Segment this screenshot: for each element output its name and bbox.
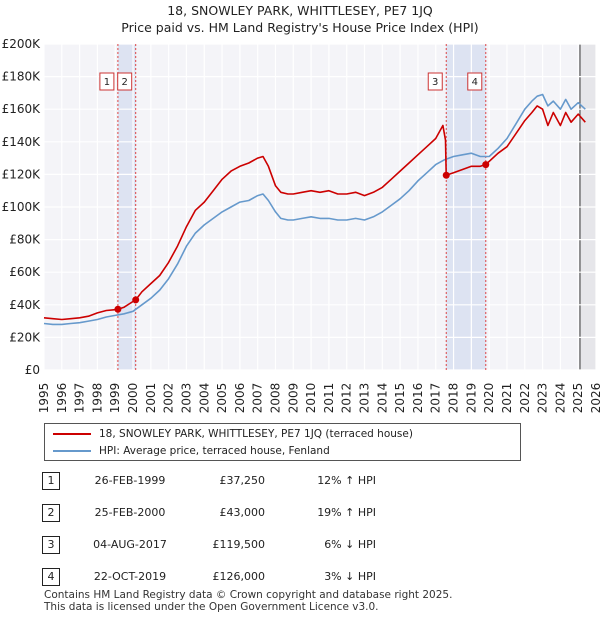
x-tick-label: 2024 xyxy=(553,383,567,414)
x-tick-label: 2000 xyxy=(126,383,140,414)
legend: 18, SNOWLEY PARK, WHITTLESEY, PE7 1JQ (t… xyxy=(44,423,521,461)
event-label-frame xyxy=(427,72,443,91)
sale-hpi-diff: 3% ↓ HPI xyxy=(324,570,376,583)
x-tick-label: 2019 xyxy=(464,383,478,414)
sale-date: 25-FEB-2000 xyxy=(94,506,166,519)
x-tick-label: 2002 xyxy=(162,383,176,414)
event-label-box: 3 xyxy=(427,72,443,91)
y-tick-label: £80K xyxy=(9,233,41,247)
event-label-box: 2 xyxy=(117,72,133,91)
legend-item-property: 18, SNOWLEY PARK, WHITTLESEY, PE7 1JQ (t… xyxy=(53,426,413,442)
sale-row: 3 04-AUG-2017 £119,500 6% ↓ HPI xyxy=(0,536,600,558)
x-tick-label: 2004 xyxy=(197,383,211,414)
event-label-box: 1 xyxy=(99,72,115,91)
y-tick-label: £160K xyxy=(2,102,42,116)
sale-hpi-diff: 19% ↑ HPI xyxy=(317,506,376,519)
y-tick-label: £120K xyxy=(2,167,42,181)
x-tick-label: 2003 xyxy=(179,383,193,414)
x-tick-label: 1998 xyxy=(90,383,104,414)
sale-hpi-diff: 12% ↑ HPI xyxy=(317,474,376,487)
sale-row: 4 22-OCT-2019 £126,000 3% ↓ HPI xyxy=(0,568,600,590)
legend-swatch-hpi xyxy=(53,450,91,452)
x-tick-label: 2011 xyxy=(322,383,336,414)
sale-point xyxy=(482,161,490,169)
y-tick-label: £180K xyxy=(2,70,42,84)
sale-point xyxy=(442,171,450,179)
x-tick-label: 2005 xyxy=(215,383,229,414)
sale-point xyxy=(132,296,140,304)
sale-price: £126,000 xyxy=(212,570,266,583)
x-tick-label: 2022 xyxy=(518,383,532,414)
y-tick-label: £140K xyxy=(2,135,42,149)
event-label-frame xyxy=(117,72,133,91)
event-label-number: 4 xyxy=(472,77,478,88)
x-tick-label: 2016 xyxy=(411,383,425,414)
sale-row: 2 25-FEB-2000 £43,000 19% ↑ HPI xyxy=(0,504,600,526)
chart-subtitle: Price paid vs. HM Land Registry's House … xyxy=(121,20,479,35)
x-axis-labels: 1995 1996 1997 1998 1999 2000 2001 2002 2003 2004… xyxy=(37,383,600,414)
x-tick-label: 1996 xyxy=(55,383,69,414)
x-tick-label: 2009 xyxy=(286,383,300,414)
x-tick-label: 2021 xyxy=(500,383,514,414)
x-tick-label: 2018 xyxy=(447,383,461,414)
footer-copyright: Contains HM Land Registry data © Crown c… xyxy=(44,589,453,601)
event-label-number: 2 xyxy=(122,77,128,88)
x-tick-label: 2017 xyxy=(429,383,443,414)
sale-badge: 3 xyxy=(42,536,60,554)
x-tick-label: 2008 xyxy=(268,383,282,414)
footer: Contains HM Land Registry data © Crown c… xyxy=(44,589,452,613)
event-label-number: 3 xyxy=(432,77,438,88)
sale-hpi-diff: 6% ↓ HPI xyxy=(324,538,376,551)
sale-badge: 2 xyxy=(42,504,60,522)
footer-licence: This data is licensed under the Open Gov… xyxy=(44,601,379,613)
legend-swatch-property xyxy=(53,433,91,435)
sale-date: 22-OCT-2019 xyxy=(93,570,167,583)
y-tick-label: £20K xyxy=(9,330,41,344)
x-tick-label: 2001 xyxy=(144,383,158,414)
x-tick-label: 2025 xyxy=(571,383,585,414)
event-label-frame xyxy=(467,72,483,91)
y-tick-label: £100K xyxy=(2,200,42,214)
sale-row: 1 26-FEB-1999 £37,250 12% ↑ HPI xyxy=(0,472,600,494)
x-tick-label: 2026 xyxy=(589,383,600,414)
x-tick-label: 2013 xyxy=(358,383,372,414)
sale-points xyxy=(114,161,490,313)
x-tick-label: 2014 xyxy=(375,383,389,414)
event-label-boxes: 1 2 3 4 xyxy=(99,72,483,91)
legend-label-hpi: HPI: Average price, terraced house, Fenl… xyxy=(99,445,330,457)
y-tick-label: £200K xyxy=(2,37,42,51)
sale-price: £37,250 xyxy=(219,474,266,487)
chart-title: 18, SNOWLEY PARK, WHITTLESEY, PE7 1JQ xyxy=(167,3,433,18)
x-tick-label: 2006 xyxy=(233,383,247,414)
x-tick-label: 2007 xyxy=(251,383,265,414)
sale-date: 04-AUG-2017 xyxy=(93,538,167,551)
x-tick-label: 2020 xyxy=(482,383,496,414)
x-tick-label: 1999 xyxy=(108,383,122,414)
x-tick-label: 2023 xyxy=(536,383,550,414)
x-tick-label: 2015 xyxy=(393,383,407,414)
chart-header: 18, SNOWLEY PARK, WHITTLESEY, PE7 1JQ Pr… xyxy=(0,2,600,36)
x-tick-label: 2012 xyxy=(340,383,354,414)
event-label-number: 1 xyxy=(104,77,110,88)
y-tick-label: £40K xyxy=(9,298,41,312)
hpi-line xyxy=(43,93,586,326)
legend-label-property: 18, SNOWLEY PARK, WHITTLESEY, PE7 1JQ (t… xyxy=(99,428,413,440)
event-label-frame xyxy=(99,72,115,91)
event-label-box: 4 xyxy=(467,72,483,91)
x-tick-label: 1997 xyxy=(73,383,87,414)
sale-badge: 1 xyxy=(42,472,60,490)
sale-price: £43,000 xyxy=(219,506,266,519)
y-axis-labels: £0 £20K £40K £60K £80K £100K £120K £140K £160K £1… xyxy=(2,37,42,377)
sale-date: 26-FEB-1999 xyxy=(94,474,166,487)
sale-price: £119,500 xyxy=(212,538,266,551)
x-tick-label: 2010 xyxy=(304,383,318,414)
x-tick-label: 1995 xyxy=(37,383,51,414)
sale-badge: 4 xyxy=(42,568,60,586)
sale-point xyxy=(114,305,122,313)
legend-item-hpi: HPI: Average price, terraced house, Fenl… xyxy=(53,443,330,459)
y-tick-label: £60K xyxy=(9,265,41,279)
y-tick-label: £0 xyxy=(25,363,40,377)
